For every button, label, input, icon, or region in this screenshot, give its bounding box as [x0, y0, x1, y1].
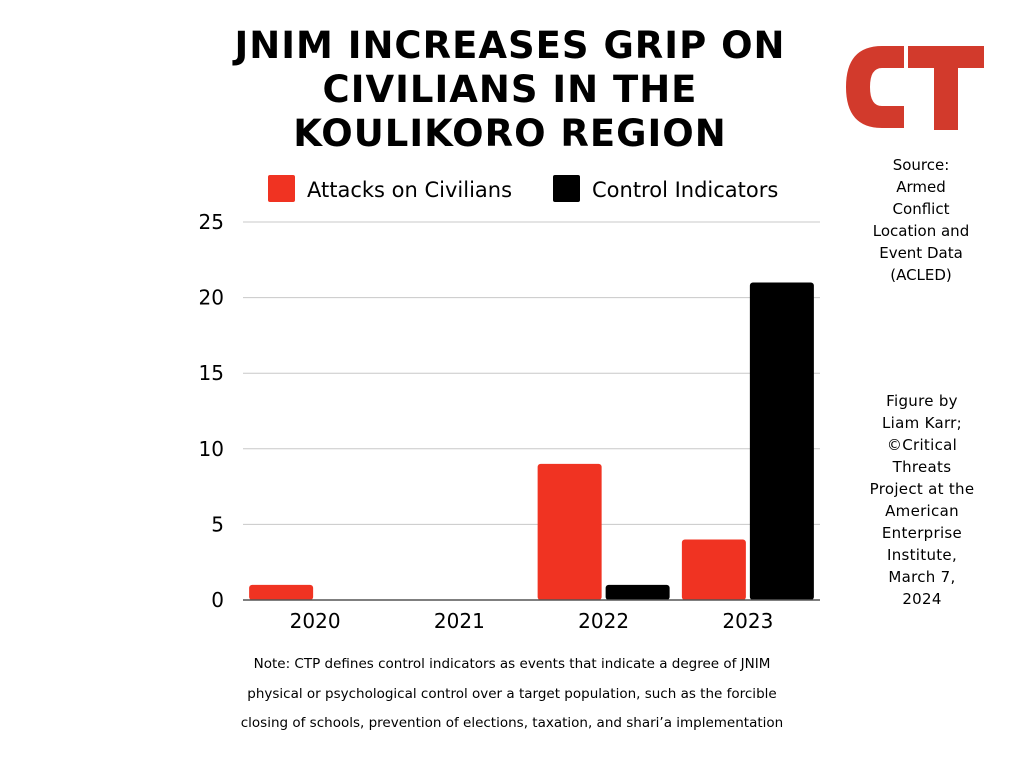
credit-line: Institute,	[886, 546, 958, 564]
y-tick-label: 15	[199, 361, 224, 385]
chart-title: JNIM INCREASES GRIP ON CIVILIANS IN THE …	[200, 24, 820, 156]
bar-attacks-on-civilians	[249, 584, 314, 600]
y-tick-label: 5	[211, 512, 224, 536]
legend-swatch	[553, 175, 580, 202]
x-tick-label: 2023	[722, 609, 773, 633]
credit-line: Project at the	[869, 480, 975, 498]
source-line: Armed	[896, 178, 946, 196]
note-line: physical or psychological control over a…	[247, 685, 777, 702]
note-line: Note: CTP defines control indicators as …	[253, 656, 771, 672]
bar-control-indicators	[605, 584, 670, 600]
credit-line: Enterprise	[881, 524, 963, 542]
bar-attacks-on-civilians	[537, 463, 602, 600]
legend-label: Attacks on Civilians	[307, 178, 512, 202]
y-tick-label: 20	[199, 286, 224, 310]
y-tick-label: 0	[211, 588, 224, 612]
credit-line: American	[885, 502, 959, 520]
legend-swatch	[268, 175, 295, 202]
title-line: JNIM INCREASES GRIP ON	[234, 24, 786, 67]
title-line: CIVILIANS IN THE	[322, 68, 698, 111]
x-tick-label: 2022	[578, 609, 629, 633]
figure-credit: Figure by Liam Karr; ©Critical Threats P…	[852, 390, 992, 610]
credit-line: Figure by	[886, 392, 958, 410]
legend-label: Control Indicators	[592, 178, 778, 202]
source-line: Conflict	[892, 200, 950, 218]
ct-logo	[846, 46, 984, 130]
credit-line: March 7,	[888, 568, 956, 586]
source-line: (ACLED)	[890, 266, 952, 284]
source-line: Event Data	[879, 244, 963, 262]
credit-line: Threats	[892, 458, 952, 476]
bar-control-indicators	[749, 282, 814, 600]
credit-line: 2024	[902, 590, 942, 608]
note-line: closing of schools, prevention of electi…	[240, 715, 784, 731]
bar-attacks-on-civilians	[681, 539, 746, 600]
footnote: Note: CTP defines control indicators as …	[190, 650, 834, 739]
credit-line: Liam Karr;	[882, 414, 962, 432]
source-line: Location and	[872, 222, 970, 240]
source-line: Source:	[892, 156, 950, 174]
x-tick-label: 2021	[434, 609, 485, 633]
y-tick-label: 25	[199, 210, 224, 234]
x-tick-label: 2020	[290, 609, 341, 633]
y-tick-label: 10	[199, 437, 224, 461]
title-line: KOULIKORO REGION	[293, 112, 727, 155]
credit-line: ©Critical	[886, 436, 958, 454]
source-note: Source: Armed Conflict Location and Even…	[858, 154, 984, 286]
